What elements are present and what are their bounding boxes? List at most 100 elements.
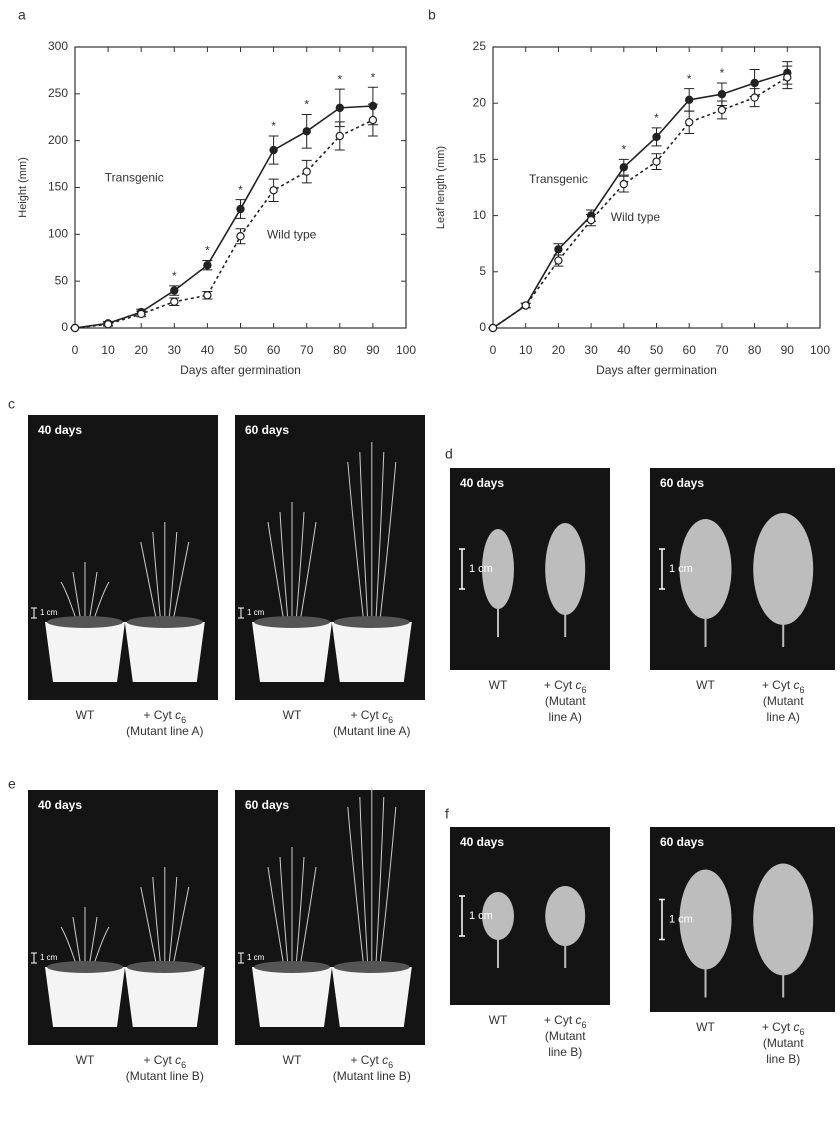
soil <box>334 961 410 973</box>
series-line <box>75 120 373 328</box>
significance-marker: * <box>304 98 309 112</box>
pot <box>45 622 125 682</box>
photo: 60 days 1 cm <box>650 827 835 1012</box>
photo-caption: 40 days <box>460 835 504 849</box>
data-point <box>555 246 562 253</box>
x-tick-label: 80 <box>333 343 347 357</box>
data-point <box>237 233 244 240</box>
sample-label: + Cyt c6 <box>143 708 186 725</box>
sample-label: (Mutant <box>545 694 586 708</box>
x-tick-label: 60 <box>683 343 697 357</box>
scale-label: 1 cm <box>669 913 693 925</box>
panel-label: e <box>8 776 16 792</box>
photo-caption: 40 days <box>38 423 82 437</box>
pot <box>125 622 205 682</box>
photo: 40 days1 cm <box>450 468 610 670</box>
significance-marker: * <box>720 66 725 80</box>
significance-marker: * <box>621 143 626 157</box>
data-point <box>718 106 725 113</box>
sample-label: (Mutant line A) <box>126 724 203 738</box>
x-tick-label: 50 <box>234 343 248 357</box>
scale-label: 1 cm <box>469 910 493 922</box>
sample-label: WT <box>283 708 302 722</box>
annotation: Transgenic <box>105 170 164 184</box>
x-tick-label: 90 <box>366 343 380 357</box>
photo-caption: 40 days <box>38 798 82 812</box>
y-tick-label: 150 <box>48 180 68 194</box>
annotation: Transgenic <box>529 172 588 186</box>
data-point <box>555 257 562 264</box>
significance-marker: * <box>172 269 177 283</box>
data-point <box>718 91 725 98</box>
data-point <box>71 324 78 331</box>
x-axis-label: Days after germination <box>596 363 717 377</box>
sample-label: (Mutant line A) <box>333 724 410 738</box>
soil <box>334 616 410 628</box>
y-tick-label: 0 <box>61 320 68 334</box>
x-tick-label: 40 <box>617 343 631 357</box>
soil <box>47 616 123 628</box>
significance-marker: * <box>271 119 276 133</box>
label-part: + Cyt <box>143 1053 172 1067</box>
significance-marker: * <box>654 111 659 125</box>
data-point <box>204 292 211 299</box>
data-point <box>784 74 791 81</box>
data-point <box>588 216 595 223</box>
sample-label: WT <box>76 708 95 722</box>
y-axis-label: Leaf length (mm) <box>435 146 447 229</box>
x-tick-label: 30 <box>584 343 598 357</box>
photo: 40 days 1 cm <box>28 790 218 1045</box>
data-point <box>620 181 627 188</box>
plot-frame <box>493 47 820 328</box>
significance-marker: * <box>238 183 243 197</box>
x-tick-label: 0 <box>72 343 79 357</box>
y-axis-label: Height (mm) <box>17 157 29 218</box>
panel-label: d <box>445 446 453 462</box>
data-point <box>303 128 310 135</box>
sample-label: (Mutant line B) <box>333 1069 411 1083</box>
data-point <box>489 324 496 331</box>
leaf <box>545 523 585 615</box>
sample-label: (Mutant <box>763 694 804 708</box>
sample-label: + Cyt c6 <box>350 708 393 725</box>
series-line <box>493 73 787 328</box>
data-point <box>653 158 660 165</box>
y-tick-label: 300 <box>48 39 68 53</box>
data-point <box>138 310 145 317</box>
y-tick-label: 100 <box>48 227 68 241</box>
significance-marker: * <box>205 244 210 258</box>
sample-label: WT <box>696 678 715 692</box>
photo-caption: 60 days <box>660 835 704 849</box>
photo: 40 days 1 cm <box>450 827 610 1005</box>
data-point <box>686 96 693 103</box>
panel-label: a <box>18 7 26 23</box>
significance-marker: * <box>371 70 376 84</box>
x-tick-label: 60 <box>267 343 281 357</box>
leaf <box>753 864 813 976</box>
scale-label: 1 cm <box>40 953 58 962</box>
label-part: + Cyt <box>762 1020 791 1034</box>
x-tick-label: 70 <box>715 343 729 357</box>
data-point <box>620 164 627 171</box>
significance-marker: * <box>337 72 342 86</box>
x-tick-label: 100 <box>396 343 416 357</box>
pot <box>332 622 412 682</box>
sample-label: WT <box>489 1013 508 1027</box>
data-point <box>369 116 376 123</box>
series-line <box>493 77 787 328</box>
data-point <box>751 79 758 86</box>
x-tick-label: 80 <box>748 343 762 357</box>
scale-label: 1 cm <box>469 563 493 575</box>
sample-label: + Cyt c6 <box>762 1020 805 1037</box>
sample-label: WT <box>489 678 508 692</box>
leaf <box>545 886 585 946</box>
sample-label: (Mutant line B) <box>126 1069 204 1083</box>
y-tick-label: 20 <box>473 95 487 109</box>
y-tick-label: 15 <box>473 152 487 166</box>
x-tick-label: 30 <box>168 343 182 357</box>
annotation: Wild type <box>267 227 317 241</box>
significance-marker: * <box>687 72 692 86</box>
data-point <box>270 146 277 153</box>
pot <box>125 967 205 1027</box>
sample-label: line B) <box>548 1045 582 1059</box>
